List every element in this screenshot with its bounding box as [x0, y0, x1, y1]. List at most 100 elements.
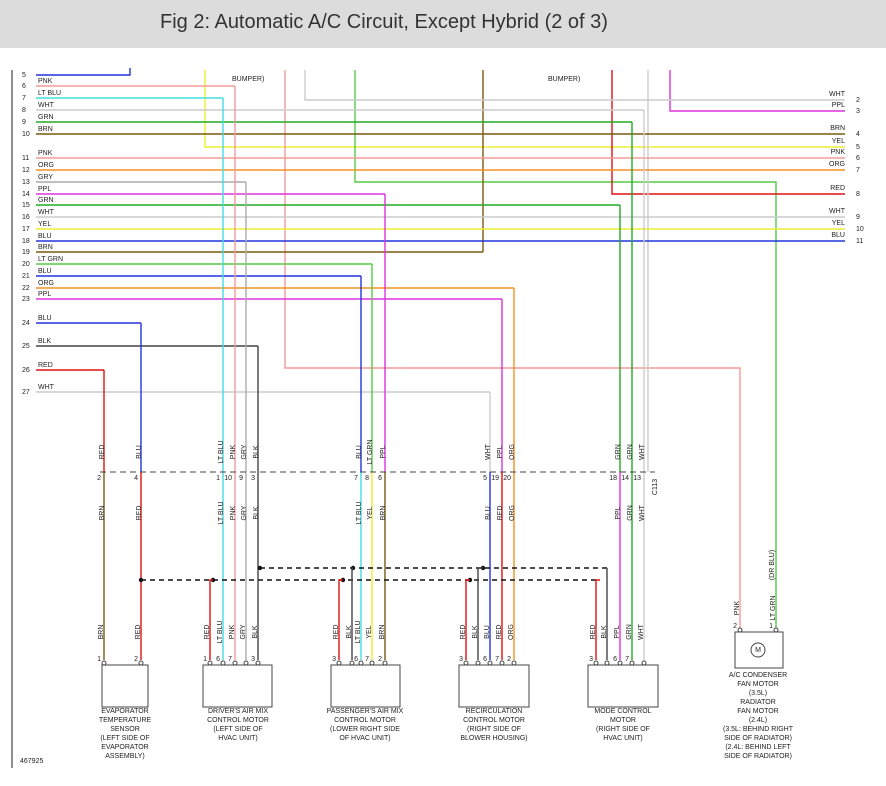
terminal: [511, 660, 517, 666]
wire-label: GRY: [241, 505, 248, 520]
wire-label: LT BLU: [38, 90, 61, 97]
component-label: (3.5L): [749, 690, 767, 697]
component-label: (2.4L: BEHIND LEFT: [725, 744, 791, 751]
terminal: [499, 660, 505, 666]
component-label: PASSENGER'S AIR MIX: [327, 708, 404, 715]
component-label: A/C CONDENSER: [729, 672, 787, 679]
component-pin: 3: [589, 656, 593, 663]
wire-label: LT BLU: [218, 440, 225, 463]
wire: [338, 579, 343, 660]
component-label: BLOWER HOUSING): [460, 735, 527, 742]
wire-label: BRN: [379, 625, 386, 640]
component-pin: 1: [97, 656, 101, 663]
wire-label: RED: [497, 506, 504, 521]
wire-label: BLK: [253, 506, 260, 520]
wire-label: PNK: [831, 149, 846, 156]
wire-label: WHT: [829, 91, 846, 98]
terminal: [737, 627, 743, 633]
component-label: CONTROL MOTOR: [463, 717, 525, 724]
component-label: TEMPERATURE: [99, 717, 152, 724]
component-pin: 3: [332, 656, 336, 663]
wire-label: RED: [204, 625, 211, 640]
wire-label: RED: [135, 625, 142, 640]
wire-label: BLK: [253, 445, 260, 459]
component-box: [202, 664, 273, 708]
connector-pin: 9: [239, 475, 243, 482]
wire-label: BRN: [830, 125, 845, 132]
wire-label: PNK: [38, 150, 53, 157]
wire-label: ORG: [38, 162, 54, 169]
wire-label: LT GRN: [770, 595, 777, 620]
wire-label: BLU: [356, 445, 363, 459]
wire-label: GRN: [627, 444, 634, 460]
pin-number: 6: [856, 155, 860, 162]
pin-number: 5: [856, 144, 860, 151]
wire: [669, 70, 845, 112]
component-pin: 3: [459, 656, 463, 663]
component-label: OF HVAC UNIT): [339, 735, 390, 742]
wire-label: YEL: [832, 220, 845, 227]
component-label: EVAPORATOR: [101, 744, 148, 751]
connector-name: C113: [652, 479, 659, 495]
pin-number: 8: [856, 191, 860, 198]
component-label: SIDE OF RADIATOR): [724, 735, 792, 742]
wire-label: RED: [38, 362, 53, 369]
header: Fig 2: Automatic A/C Circuit, Except Hyb…: [0, 0, 886, 48]
wire-label: PPL: [38, 291, 51, 298]
pin-number: 9: [22, 119, 26, 126]
wire-label: RED: [496, 625, 503, 640]
pin-number: 7: [22, 95, 26, 102]
pin-number: 4: [856, 131, 860, 138]
pin-number: 20: [22, 261, 30, 268]
wire-label: BRN: [98, 625, 105, 640]
component-label: SIDE OF RADIATOR): [724, 753, 792, 760]
wire-label: ORG: [509, 444, 516, 460]
wire-label: BLU: [831, 232, 845, 239]
wire-label: BLU: [136, 445, 143, 459]
drawing-number: 467925: [20, 758, 43, 765]
wire-label: GRY: [240, 624, 247, 639]
wire-label: GRN: [626, 624, 633, 640]
wiring-diagram: BUMPER) BUMPER) 5 6 PNK 7 LT BLU 8 WHT 9 GRN 10 BRN 1…: [11, 68, 864, 768]
wire-label: PPL: [832, 102, 845, 109]
wire-label: PNK: [734, 600, 741, 615]
pin-number: 10: [856, 226, 864, 233]
wire-label: YEL: [366, 625, 373, 638]
pin-number: 19: [22, 249, 30, 256]
wire-label: BLU: [38, 315, 52, 322]
pin-number: 27: [22, 389, 30, 396]
wire-label: ORG: [508, 624, 515, 640]
wire-label: WHT: [829, 208, 846, 215]
terminal: [243, 660, 249, 666]
component-label: DRIVER'S AIR MIX: [208, 708, 268, 715]
component-label: (LEFT SIDE OF: [100, 735, 149, 742]
wire: [611, 70, 845, 195]
pin-number: 6: [22, 83, 26, 90]
terminal: [629, 660, 635, 666]
wire-label: WHT: [38, 209, 55, 216]
wire-label: LT GRN: [367, 439, 374, 464]
connector-pin: 10: [224, 475, 232, 482]
wire-label: PPL: [38, 186, 51, 193]
component-label: (LOWER RIGHT SIDE: [330, 726, 400, 733]
wire-label: ORG: [509, 505, 516, 521]
wire-label: PPL: [380, 445, 387, 458]
wire-label: BLK: [346, 625, 353, 639]
wire: [351, 567, 353, 660]
connector-pin: 5: [483, 475, 487, 482]
component-pin: 1: [203, 656, 207, 663]
terminal: [475, 660, 481, 666]
wire: [209, 579, 213, 660]
component-label: HVAC UNIT): [218, 735, 258, 742]
pin-number: 25: [22, 343, 30, 350]
terminal: [336, 660, 342, 666]
wire-label: BLK: [38, 338, 52, 345]
pin-number: 13: [22, 179, 30, 186]
component-pin: 6: [216, 656, 220, 663]
wire-label: WHT: [38, 384, 55, 391]
pin-number: 3: [856, 108, 860, 115]
terminal: [463, 660, 469, 666]
pin-number: 7: [856, 167, 860, 174]
wire-label: BRN: [380, 506, 387, 521]
component-label: FAN MOTOR: [737, 681, 778, 688]
